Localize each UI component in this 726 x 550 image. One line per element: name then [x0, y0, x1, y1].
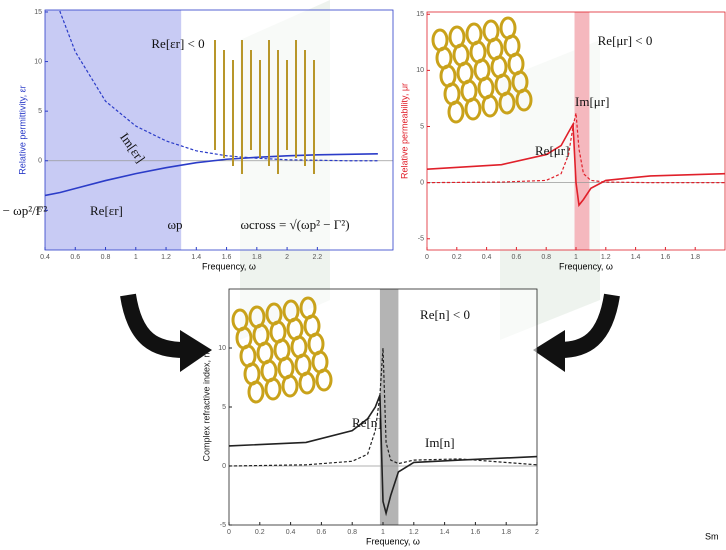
y-tick-label: 0	[420, 179, 424, 186]
x-tick-label: 0.8	[101, 254, 111, 261]
x-tick-label: 1.6	[222, 254, 232, 261]
annotation: ωcross = √(ωp² − Γ²)	[240, 217, 349, 232]
y-tick-label: 10	[218, 345, 226, 352]
x-tick-label: 1.4	[631, 254, 641, 261]
x-tick-label: 0.6	[70, 254, 80, 261]
arrow-left	[128, 295, 212, 372]
x-tick-label: 1.4	[440, 529, 450, 536]
x-tick-label: 1.8	[690, 254, 700, 261]
annotation: ωp	[167, 217, 182, 232]
x-tick-label: 0.4	[482, 254, 492, 261]
y-axis-label: Complex refractive index, n	[201, 352, 211, 461]
slide: Sm 0.40.60.811.21.41.61.822.2-5051015Re[…	[0, 0, 726, 550]
x-tick-label: 0.2	[452, 254, 462, 261]
x-tick-label: 1.6	[471, 529, 481, 536]
x-tick-label: 1.8	[501, 529, 511, 536]
x-tick-label: 1.2	[601, 254, 611, 261]
series-label: Re[n]	[352, 415, 382, 430]
x-tick-label: 0	[227, 529, 231, 536]
x-axis-label: Frequency, ω	[366, 536, 420, 546]
y-tick-label: 15	[416, 11, 424, 18]
x-tick-label: 0.4	[40, 254, 50, 261]
y-tick-label: 0	[222, 463, 226, 470]
x-tick-label: 0.4	[286, 529, 296, 536]
series-label: Re[εr]	[90, 203, 123, 218]
x-tick-label: 2	[535, 529, 539, 536]
series-label: Im[n]	[425, 435, 455, 450]
x-tick-label: 1	[381, 529, 385, 536]
y-tick-label: 5	[420, 123, 424, 130]
x-tick-label: 0.6	[512, 254, 522, 261]
annotation: Re[n] < 0	[420, 307, 470, 322]
x-tick-label: 0.6	[317, 529, 327, 536]
y-axis-label: Relative permeability, μr	[399, 83, 409, 179]
x-tick-label: 1	[134, 254, 138, 261]
x-tick-label: 1.4	[191, 254, 201, 261]
y-tick-label: 10	[416, 67, 424, 74]
annotation: Re[μr] < 0	[598, 33, 653, 48]
series-label: Re[μr]	[535, 143, 569, 158]
y-tick-label: 5	[38, 108, 42, 115]
x-tick-label: 1.8	[252, 254, 262, 261]
x-tick-label: 2.2	[312, 254, 322, 261]
y-tick-label: -5	[418, 236, 424, 243]
x-axis-label: Frequency, ω	[559, 261, 613, 271]
x-tick-label: 1.2	[161, 254, 171, 261]
y-axis-label: Relative permittivity, εr	[17, 85, 27, 174]
annotation: Re[εr] < 0	[151, 36, 204, 51]
footer-text: Sm	[705, 531, 719, 541]
series-label: Im[μr]	[575, 94, 609, 109]
annotation: 1 − ωp²/Γ²	[0, 203, 47, 218]
y-tick-label: 0	[38, 158, 42, 165]
y-tick-label: 5	[222, 404, 226, 411]
x-tick-label: 0.8	[347, 529, 357, 536]
x-tick-label: 2	[285, 254, 289, 261]
shaded-region	[575, 12, 590, 250]
x-axis-label: Frequency, ω	[202, 261, 256, 271]
x-tick-label: 0	[425, 254, 429, 261]
y-tick-label: -5	[220, 522, 226, 529]
x-tick-label: 1	[574, 254, 578, 261]
x-tick-label: 0.2	[255, 529, 265, 536]
x-tick-label: 0.8	[541, 254, 551, 261]
x-tick-label: 1.6	[661, 254, 671, 261]
y-tick-label: 10	[34, 58, 42, 65]
y-tick-label: 15	[34, 9, 42, 16]
x-tick-label: 1.2	[409, 529, 419, 536]
